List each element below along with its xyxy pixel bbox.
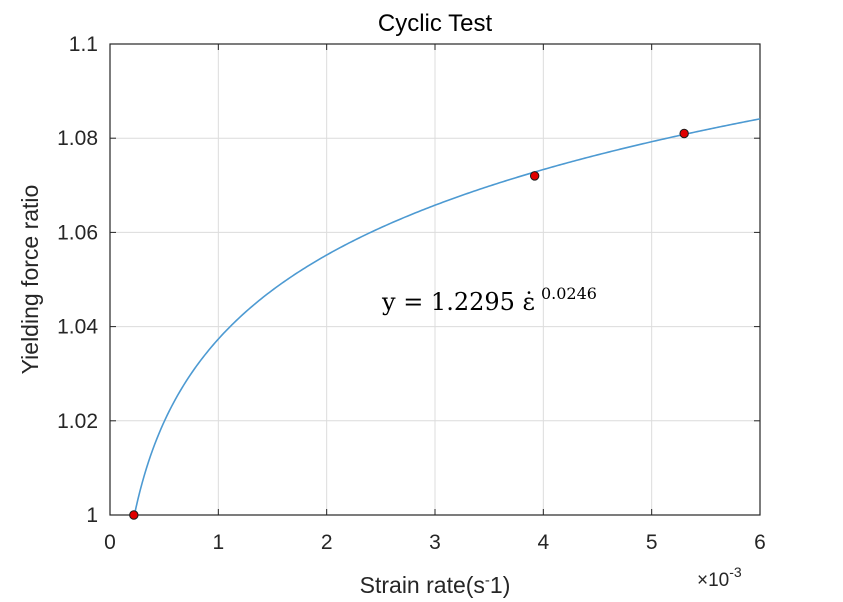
x-tick-label: 3 xyxy=(429,531,441,554)
data-point xyxy=(529,171,540,181)
y-axis-title: Yielding force ratio xyxy=(17,185,43,375)
grid xyxy=(109,43,761,516)
y-tick-label: 1.04 xyxy=(57,316,98,339)
y-tick-label: 1.06 xyxy=(57,221,98,244)
fit-curve-line xyxy=(133,118,761,518)
x-tick-label: 1 xyxy=(212,531,224,554)
chart-title: Cyclic Test xyxy=(378,10,493,37)
x-axis-multiplier: ×10-3 xyxy=(697,564,742,591)
fit-equation: y = 1.2295 ε̇ 0.0246 xyxy=(381,284,597,316)
series xyxy=(129,118,761,520)
x-tick-label: 5 xyxy=(646,531,658,554)
x-axis-multiplier-exponent: -3 xyxy=(729,564,742,580)
x-axis-title-main: Strain rate(s xyxy=(360,572,485,598)
y-tick-label: 1.02 xyxy=(57,410,98,433)
x-axis-title: Strain rate(s-1) xyxy=(360,572,511,598)
y-tick-label: 1.08 xyxy=(57,127,98,150)
ticks: 0 1 2 3 4 5 611.021.041.061.081.1 xyxy=(57,33,766,554)
x-tick-label: 0 xyxy=(104,531,116,554)
data-point xyxy=(679,128,689,139)
data-point xyxy=(129,510,139,520)
fit-equation-text: y = 1.2295 ε̇ xyxy=(381,288,535,316)
x-axis-multiplier-base: ×10 xyxy=(697,570,729,591)
x-tick-label: 4 xyxy=(537,531,549,554)
x-axis-title-tail: 1) xyxy=(490,572,510,598)
y-tick-label: 1.1 xyxy=(69,33,98,56)
fit-equation-exponent: 0.0246 xyxy=(541,284,597,303)
x-tick-label: 6 xyxy=(754,531,766,554)
x-axis-title-sup: - xyxy=(485,572,490,589)
y-tick-label: 1 xyxy=(86,504,98,527)
x-tick-label: 2 xyxy=(321,531,333,554)
